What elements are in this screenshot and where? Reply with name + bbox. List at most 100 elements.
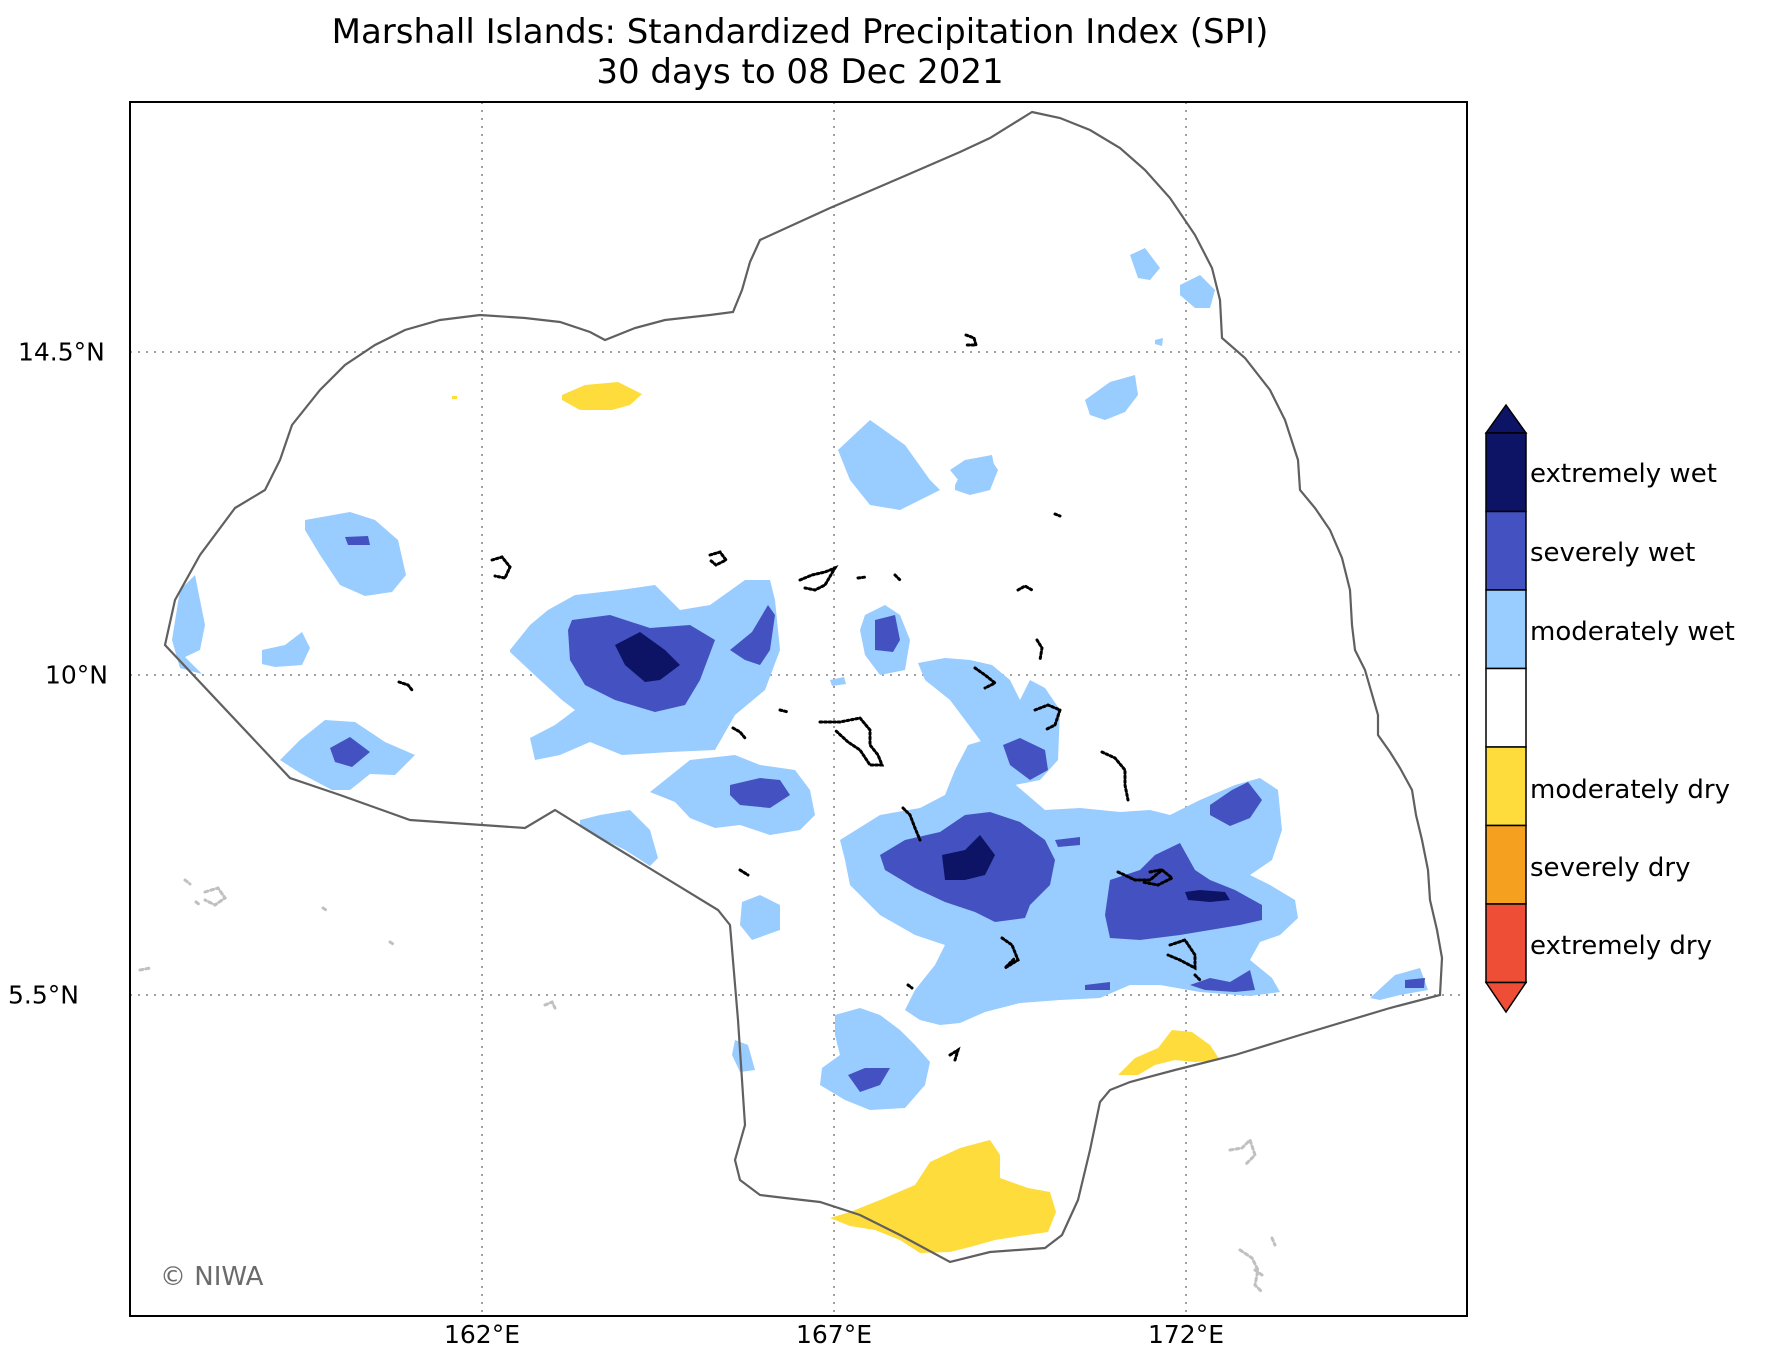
atoll-namu [901,806,922,842]
extreme-area-main [942,835,995,880]
atoll-erikub [1033,703,1062,732]
legend-label-severely-wet: severely wet [1530,538,1696,568]
atoll-maloelap [1116,868,1175,887]
colorbar-arrow-bottom [1484,981,1528,1014]
moderately-wet-areas [172,248,1428,1110]
severe-area-south-east-1 [1190,970,1255,992]
wet-area-north-east-4 [1180,275,1215,308]
atoll-ailuk [1035,638,1044,662]
x-tick-167e: 167°E [795,1320,873,1349]
kiribati-north-3 [1253,1268,1264,1277]
dry-area-tiny [452,396,457,399]
severe-area-south-east-2 [1085,982,1110,990]
atoll-ujae [778,708,790,714]
atoll-enewetak [490,555,512,580]
atoll-bikini [708,550,729,567]
y-tick-5-5n: 5.5°N [8,980,79,1010]
severe-area-north-west [345,536,370,545]
y-tick-10n: 10°N [45,660,109,690]
atoll-ujelang [397,680,414,692]
atoll-wotho [731,726,747,740]
extreme-area-central-west [615,632,680,682]
colorbar-segment-extremely-dry [1485,903,1527,984]
severe-area-east-small [1210,782,1262,826]
severe-area-south [848,1068,890,1092]
wet-area-main-east [840,740,1298,1025]
colorbar-arrow-top [1484,403,1528,434]
wet-area-west-small [262,632,310,667]
wet-area-north-east-2 [950,455,995,492]
legend-label-moderately-wet: moderately wet [1530,617,1735,647]
pohnpei-islands [203,886,228,907]
wet-area-north-east-1 [1085,375,1138,420]
colorbar-segment-severely-wet [1485,510,1527,591]
wet-area-east-edge [1370,968,1428,1000]
atoll-kili [906,983,914,990]
kiribati-north-4 [1270,1236,1277,1247]
colorbar-segment-normal [1485,667,1527,748]
kosrae-dots-2 [388,940,395,946]
wet-area-tiny-2 [1155,338,1163,346]
colorbar [1484,403,1528,1014]
chart-title: Marshall Islands: Standardized Precipita… [0,12,1600,92]
atoll-jaluit [948,1046,961,1062]
severe-area-west [330,737,370,767]
moderately-dry-areas [452,382,1220,1253]
atoll-lae [738,868,750,877]
atoll-utirik [1053,512,1062,518]
kosrae-dots-1 [321,906,328,912]
wet-area-west-edge [172,575,205,674]
legend-label-severely-dry: severely dry [1530,853,1691,883]
dry-area-south [830,1140,1056,1253]
atoll-taka [1016,584,1034,592]
wet-area-south-2 [732,1040,755,1072]
title-line-2: 30 days to 08 Dec 2021 [596,52,1004,92]
wet-area-isolated-1 [740,895,780,940]
colorbar-segment-moderately-wet [1485,589,1527,670]
title-line-1: Marshall Islands: Standardized Precipita… [331,12,1269,52]
severe-area-east-main [1105,843,1262,940]
atoll-lib [893,573,902,582]
extreme-area-east [1185,890,1230,902]
gridlines [130,102,1467,1316]
atoll-likiep [973,666,998,690]
atoll-arno [1166,938,1197,971]
severe-area-upper-lobe [875,615,900,652]
atoll-wotje [1100,750,1130,802]
atoll-aur [1148,868,1162,874]
atolls-inside [397,333,1202,1062]
atoll-bokak [964,333,978,347]
atoll-mili [1193,973,1202,982]
colorbar-segment-extremely-wet [1485,432,1527,513]
extremely-wet-areas [615,632,1230,902]
severe-area-east-edge [1405,978,1425,988]
colorbar-segment-severely-dry [1485,824,1527,905]
y-tick-14-5n: 14.5°N [18,337,105,367]
dry-area-north [562,382,642,410]
colorbar-segment-moderately-dry [1485,746,1527,827]
wet-area-tiny-1 [830,677,846,686]
wet-area-small-south [580,810,658,866]
wet-area-south-1 [820,1008,930,1110]
atoll-ailinglaplap [1000,936,1020,970]
dry-area-east [1118,1030,1220,1075]
west-edge-island [138,966,152,972]
pohnpei-small-2 [194,900,202,907]
niwa-credit: © NIWA [160,1262,264,1292]
pohnpei-small-1 [183,878,192,886]
x-tick-162e: 162°E [443,1320,521,1349]
severe-area-small-1 [730,605,775,665]
plot-frame [129,101,1468,1317]
atoll-rongelap [798,564,839,592]
kiribati-north-2 [1238,1248,1264,1294]
severe-area-tiny [1055,837,1080,847]
wet-area-north-west [305,512,406,596]
legend-label-extremely-wet: extremely wet [1530,459,1717,489]
outside-land [138,878,1277,1294]
severe-area-east-north [1003,738,1048,780]
x-tick-172e: 172°E [1147,1320,1225,1349]
severe-area-mid [730,778,790,808]
south-west-island [543,1000,557,1010]
legend-label-moderately-dry: moderately dry [1530,775,1731,805]
